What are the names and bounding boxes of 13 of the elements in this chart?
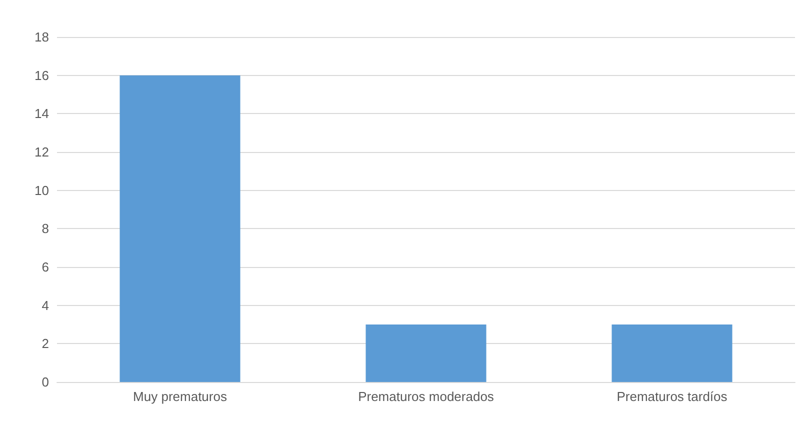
x-tick-label: Muy prematuros: [133, 389, 228, 404]
y-tick-label: 12: [34, 144, 49, 160]
y-tick-label: 14: [34, 106, 49, 122]
y-tick-label: 16: [34, 68, 49, 83]
y-tick-label: 2: [42, 336, 49, 352]
y-tick-label: 0: [42, 374, 49, 390]
x-tick-label: Prematuros moderados: [358, 389, 494, 404]
y-tick-label: 18: [34, 30, 49, 44]
y-tick-label: 6: [42, 260, 49, 274]
y-tick-label: 10: [34, 182, 49, 198]
x-tick-label: Prematuros tardíos: [616, 389, 728, 404]
y-tick-label: 8: [42, 221, 49, 236]
y-tick-label: 4: [42, 298, 49, 313]
